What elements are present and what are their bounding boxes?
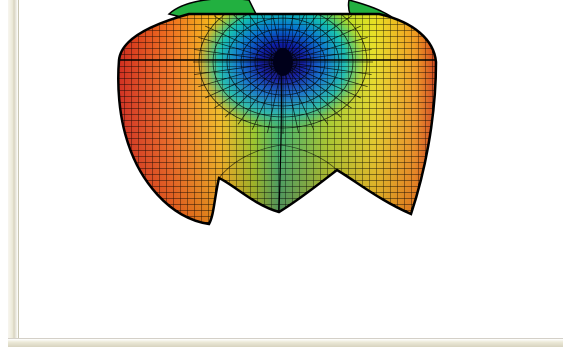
mesh-ring-line <box>226 17 340 107</box>
mesh-radial-line <box>282 61 329 125</box>
mesh-radial-line <box>282 61 353 109</box>
mesh-radial-line <box>213 15 284 63</box>
window-bottom-edge <box>8 338 563 347</box>
mesh-radial-line <box>194 61 284 75</box>
mesh-ring-line <box>240 28 326 96</box>
mesh-radial-line <box>282 14 342 63</box>
mesh-radial-line <box>213 61 284 109</box>
mesh-radial-line <box>204 25 284 63</box>
mesh-radial-line <box>282 61 372 75</box>
mesh-radial-line <box>282 14 329 63</box>
mesh-radial-line <box>282 15 353 63</box>
mesh-radial-line <box>282 37 368 63</box>
mesh-radial-line <box>237 14 284 63</box>
mesh-radial-line <box>282 61 362 99</box>
window-left-edge <box>8 0 19 340</box>
mesh-radial-line <box>198 61 284 87</box>
mesh-radial-line <box>198 37 284 63</box>
mesh-radial-line <box>282 61 342 118</box>
mesh-ring-line <box>212 14 354 118</box>
mesh-radial-line <box>224 61 284 118</box>
surface-body <box>118 14 437 224</box>
surface-core <box>273 48 293 76</box>
mesh-ring-line <box>254 39 312 85</box>
mesh-radial-line <box>204 61 284 99</box>
plot-viewport[interactable] <box>19 0 563 338</box>
mesh-ring-line <box>198 14 368 129</box>
mesh-radial-line <box>224 14 284 63</box>
mesh-radial-line <box>237 61 284 125</box>
surface-plot[interactable] <box>19 0 563 338</box>
mesh-radial-line <box>282 61 368 87</box>
mesh-radial-line <box>282 25 362 63</box>
